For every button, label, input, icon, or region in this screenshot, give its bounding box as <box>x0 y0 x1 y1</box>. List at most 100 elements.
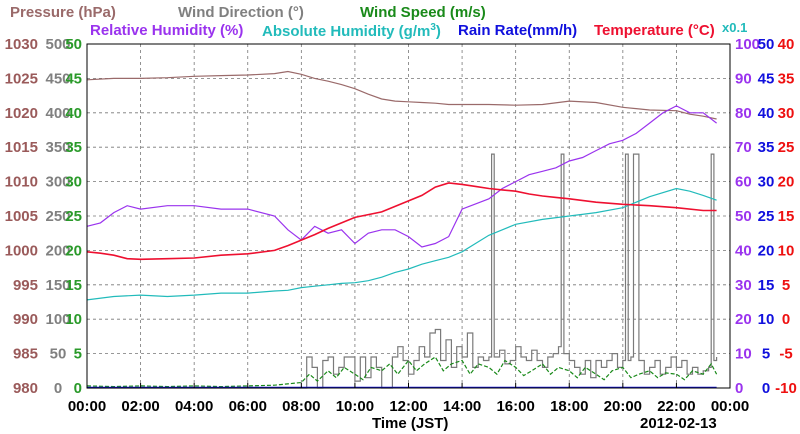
tick-label-pressure: 1020 <box>5 105 38 122</box>
tick-label-temperature: 30 <box>778 105 795 122</box>
tick-label-wind-speed: 5 <box>74 346 82 363</box>
series-line-pressure <box>86 70 717 120</box>
series-line-absolute-humidity <box>86 187 717 301</box>
legend-absolute-humidity-text: Absolute Humidity (g/m <box>262 23 431 40</box>
tick-label-wind-speed: 40 <box>65 105 82 122</box>
legend-rain-scale-note: x0.1 <box>722 20 748 35</box>
tick-label-relative-humidity: 60 <box>735 174 752 191</box>
tick-label-wind-direction: 250 <box>45 208 70 225</box>
x-tick-label: 08:00 <box>282 398 320 415</box>
tick-label-rain-rate: 5 <box>762 346 770 363</box>
tick-label-pressure: 995 <box>13 277 38 294</box>
tick-label-rain-rate: 50 <box>758 36 775 53</box>
series-line-relative-humidity <box>86 105 717 248</box>
tick-label-wind-direction: 400 <box>45 105 70 122</box>
x-tick-label: 00:00 <box>711 398 749 415</box>
tick-label-pressure: 1005 <box>5 208 38 225</box>
tick-label-wind-direction: 50 <box>50 346 67 363</box>
x-tick-label: 06:00 <box>229 398 267 415</box>
tick-label-relative-humidity: 80 <box>735 105 752 122</box>
legend-pressure: Pressure (hPa) <box>10 4 116 21</box>
tick-label-pressure: 1000 <box>5 242 38 259</box>
tick-label-temperature: -10 <box>775 380 797 397</box>
tick-label-wind-direction: 150 <box>45 277 70 294</box>
tick-label-temperature: 5 <box>782 277 790 294</box>
tick-label-temperature: 15 <box>778 208 795 225</box>
tick-label-rain-rate: 25 <box>758 208 775 225</box>
tick-label-wind-speed: 20 <box>65 242 82 259</box>
tick-label-rain-rate: 20 <box>758 242 775 259</box>
tick-label-rain-rate: 15 <box>758 277 775 294</box>
tick-label-wind-direction: 100 <box>45 311 70 328</box>
tick-label-pressure: 1010 <box>5 174 38 191</box>
x-tick-label: 20:00 <box>604 398 642 415</box>
tick-label-relative-humidity: 90 <box>735 70 752 87</box>
tick-label-rain-rate: 0 <box>762 380 770 397</box>
tick-label-temperature: 35 <box>778 70 795 87</box>
tick-label-wind-speed: 50 <box>65 36 82 53</box>
tick-label-relative-humidity: 20 <box>735 311 752 328</box>
tick-label-wind-direction: 500 <box>45 36 70 53</box>
tick-label-wind-direction: 200 <box>45 242 70 259</box>
series-layer <box>86 70 718 389</box>
tick-label-rain-rate: 45 <box>758 70 775 87</box>
tick-label-temperature: -5 <box>779 346 792 363</box>
tick-label-wind-speed: 30 <box>65 174 82 191</box>
tick-label-wind-speed: 10 <box>65 311 82 328</box>
x-tick-label: 12:00 <box>389 398 427 415</box>
date-label: 2012-02-13 <box>640 415 717 432</box>
x-tick-label: 02:00 <box>121 398 159 415</box>
x-tick-label: 00:00 <box>68 398 106 415</box>
legend-wind-speed: Wind Speed (m/s) <box>360 4 486 21</box>
x-tick-label: 16:00 <box>496 398 534 415</box>
tick-label-wind-speed: 15 <box>65 277 82 294</box>
tick-label-wind-speed: 0 <box>74 380 82 397</box>
tick-label-pressure: 980 <box>13 380 38 397</box>
legend-absolute-humidity-sup: 3 <box>430 22 436 33</box>
axis-layer: 1030102510201015101010051000995990985980… <box>5 36 797 415</box>
series-line-temperature <box>86 182 717 261</box>
tick-label-pressure: 990 <box>13 311 38 328</box>
tick-label-wind-direction: 350 <box>45 139 70 156</box>
tick-label-wind-speed: 25 <box>65 208 82 225</box>
x-tick-label: 18:00 <box>550 398 588 415</box>
tick-label-relative-humidity: 70 <box>735 139 752 156</box>
legend-relative-humidity: Relative Humidity (%) <box>90 22 244 39</box>
series-line-wind-direction <box>87 153 718 389</box>
tick-label-rain-rate: 35 <box>758 139 775 156</box>
tick-label-temperature: 0 <box>782 311 790 328</box>
legend-temperature: Temperature (°C) <box>594 22 715 39</box>
tick-label-wind-speed: 45 <box>65 70 82 87</box>
grid <box>87 44 730 388</box>
tick-label-relative-humidity: 100 <box>735 36 760 53</box>
x-axis-label: Time (JST) <box>372 415 449 432</box>
tick-label-pressure: 1030 <box>5 36 38 53</box>
tick-label-temperature: 20 <box>778 174 795 191</box>
tick-label-relative-humidity: 0 <box>735 380 743 397</box>
legend-wind-direction: Wind Direction (°) <box>178 4 304 21</box>
tick-label-wind-direction: 300 <box>45 174 70 191</box>
tick-label-pressure: 985 <box>13 346 38 363</box>
tick-label-temperature: 10 <box>778 242 795 259</box>
legend-absolute-humidity: Absolute Humidity (g/m3) <box>262 22 441 40</box>
tick-label-wind-direction: 0 <box>54 380 62 397</box>
tick-label-wind-speed: 35 <box>65 139 82 156</box>
x-tick-label: 10:00 <box>336 398 374 415</box>
legend-absolute-humidity-tail: ) <box>435 23 441 40</box>
tick-label-rain-rate: 10 <box>758 311 775 328</box>
tick-label-rain-rate: 30 <box>758 174 775 191</box>
legend-rain-rate: Rain Rate(mm/h) <box>458 22 578 39</box>
tick-label-temperature: 25 <box>778 139 795 156</box>
x-tick-label: 14:00 <box>443 398 481 415</box>
tick-label-rain-rate: 40 <box>758 105 775 122</box>
x-tick-label: 04:00 <box>175 398 213 415</box>
tick-label-relative-humidity: 10 <box>735 346 752 363</box>
tick-label-pressure: 1015 <box>5 139 38 156</box>
tick-label-temperature: 40 <box>778 36 795 53</box>
tick-label-wind-direction: 450 <box>45 70 70 87</box>
series-line-wind-speed <box>86 356 718 388</box>
tick-label-pressure: 1025 <box>5 70 38 87</box>
x-tick-label: 22:00 <box>657 398 695 415</box>
tick-label-relative-humidity: 40 <box>735 242 752 259</box>
